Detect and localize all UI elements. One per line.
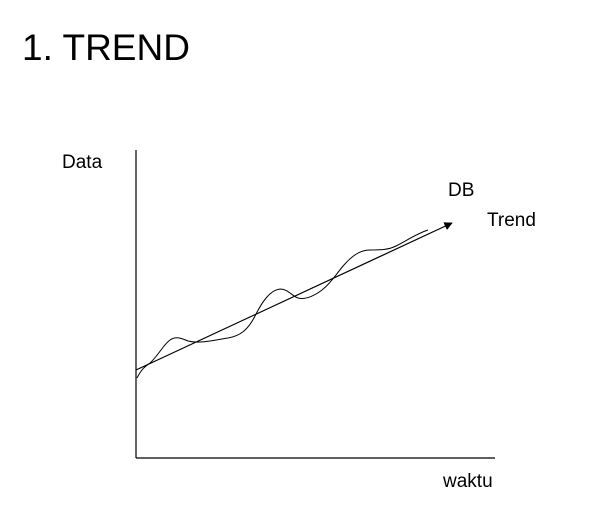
data-series-line	[136, 229, 429, 379]
slide-title: 1. TREND	[22, 27, 190, 68]
series-label: DB	[448, 180, 475, 201]
trend-label: Trend	[487, 210, 536, 231]
y-axis-label: Data	[62, 152, 103, 173]
trend-line	[135, 222, 453, 371]
x-axis-label: waktu	[443, 471, 493, 492]
